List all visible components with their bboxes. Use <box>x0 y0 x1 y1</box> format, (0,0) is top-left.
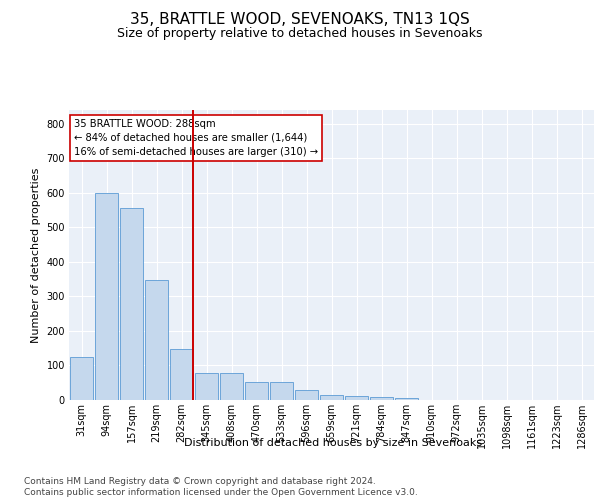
Bar <box>320 395 343 400</box>
Bar <box>245 382 268 400</box>
Bar <box>95 193 118 400</box>
Bar <box>170 349 193 400</box>
Bar <box>220 373 243 400</box>
Y-axis label: Number of detached properties: Number of detached properties <box>31 168 41 342</box>
Bar <box>195 373 218 400</box>
Text: Distribution of detached houses by size in Sevenoaks: Distribution of detached houses by size … <box>184 438 482 448</box>
Bar <box>120 208 143 400</box>
Bar <box>295 390 318 400</box>
Bar <box>345 396 368 400</box>
Bar <box>145 280 168 400</box>
Bar <box>395 398 418 400</box>
Bar <box>370 396 393 400</box>
Text: 35, BRATTLE WOOD, SEVENOAKS, TN13 1QS: 35, BRATTLE WOOD, SEVENOAKS, TN13 1QS <box>130 12 470 28</box>
Text: 35 BRATTLE WOOD: 288sqm
← 84% of detached houses are smaller (1,644)
16% of semi: 35 BRATTLE WOOD: 288sqm ← 84% of detache… <box>74 118 319 156</box>
Bar <box>70 357 93 400</box>
Text: Size of property relative to detached houses in Sevenoaks: Size of property relative to detached ho… <box>117 28 483 40</box>
Text: Contains HM Land Registry data © Crown copyright and database right 2024.
Contai: Contains HM Land Registry data © Crown c… <box>24 478 418 497</box>
Bar <box>270 382 293 400</box>
